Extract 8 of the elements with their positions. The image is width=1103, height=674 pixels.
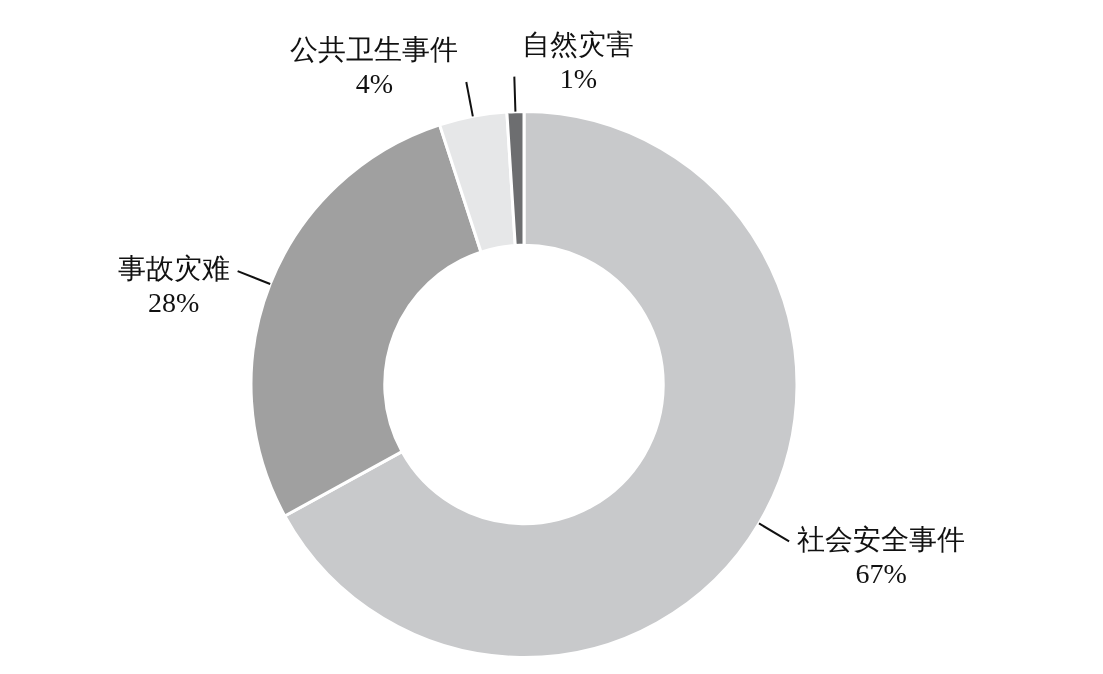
slice-label: 公共卫生事件 (290, 34, 459, 66)
slice-label: 自然灾害 (522, 29, 635, 61)
slice-label: 社会安全事件 (797, 523, 966, 555)
data-label: 28% (147, 287, 200, 319)
data-label: 1% (559, 63, 597, 95)
data-label: 67% (855, 557, 907, 589)
slice-label: 事故灾难 (117, 253, 230, 285)
data-label: 4% (355, 68, 393, 100)
